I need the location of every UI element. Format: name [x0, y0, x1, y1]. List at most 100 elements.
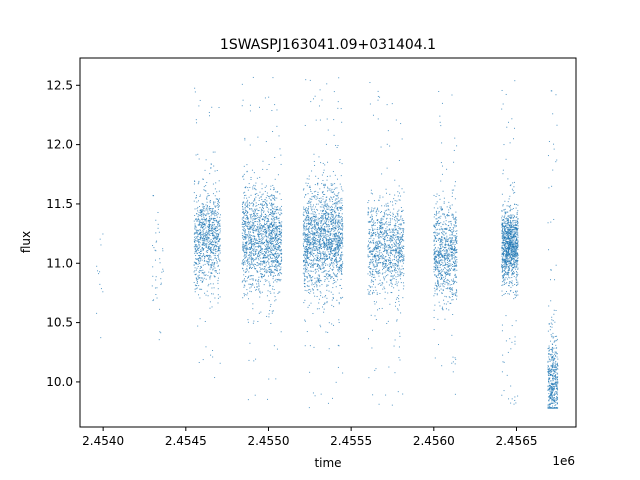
- data-point: [309, 244, 311, 246]
- data-point: [196, 122, 198, 124]
- data-point: [245, 260, 247, 262]
- data-point: [314, 164, 316, 166]
- data-point: [253, 212, 255, 214]
- data-point: [332, 268, 334, 270]
- data-point: [209, 245, 211, 247]
- data-point: [255, 257, 257, 259]
- data-point: [374, 228, 376, 230]
- data-point: [219, 259, 221, 261]
- data-point: [255, 241, 257, 243]
- data-point: [330, 218, 332, 220]
- data-point: [250, 283, 252, 285]
- data-point: [390, 240, 392, 242]
- data-point: [323, 242, 325, 244]
- data-point: [305, 220, 307, 222]
- data-point: [214, 218, 216, 220]
- data-point: [323, 230, 325, 232]
- data-point: [266, 251, 268, 253]
- data-point: [331, 260, 333, 262]
- data-point: [274, 222, 276, 224]
- data-point: [400, 195, 402, 197]
- data-point: [385, 255, 387, 257]
- data-point: [335, 251, 337, 253]
- data-point: [330, 217, 332, 219]
- data-point: [276, 255, 278, 257]
- data-point: [274, 227, 276, 229]
- data-point: [276, 191, 278, 193]
- data-point: [278, 247, 280, 249]
- data-point: [197, 210, 199, 212]
- data-point: [376, 219, 378, 221]
- data-point: [326, 249, 328, 251]
- data-point: [246, 215, 248, 217]
- data-point: [254, 185, 256, 187]
- data-point: [201, 224, 203, 226]
- data-point: [318, 270, 320, 272]
- data-point: [271, 233, 273, 235]
- data-point: [307, 244, 309, 246]
- data-point: [261, 261, 263, 263]
- data-point: [318, 247, 320, 249]
- data-point: [278, 255, 280, 257]
- data-point: [155, 241, 157, 243]
- data-point: [245, 225, 247, 227]
- data-point: [266, 207, 268, 209]
- data-point: [209, 226, 211, 228]
- data-point: [208, 228, 210, 230]
- data-point: [367, 254, 369, 256]
- data-point: [305, 219, 307, 221]
- data-point: [261, 194, 263, 196]
- data-point: [278, 278, 280, 280]
- data-point: [332, 241, 334, 243]
- data-point: [313, 346, 315, 348]
- data-point: [317, 279, 319, 281]
- data-point: [277, 218, 279, 220]
- data-point: [271, 265, 273, 267]
- data-point: [321, 261, 323, 263]
- data-point: [303, 214, 305, 216]
- data-point: [247, 248, 249, 250]
- data-point: [281, 259, 283, 261]
- data-point: [202, 238, 204, 240]
- data-point: [196, 285, 198, 287]
- data-point: [386, 264, 388, 266]
- data-point: [369, 217, 371, 218]
- data-point: [204, 223, 206, 225]
- data-point: [279, 228, 281, 230]
- data-point: [254, 220, 256, 222]
- data-point: [213, 264, 215, 266]
- data-point: [267, 219, 269, 221]
- data-point: [311, 280, 313, 282]
- data-point: [392, 263, 394, 265]
- data-point: [246, 225, 248, 227]
- data-point: [256, 193, 258, 195]
- data-point: [245, 186, 247, 188]
- data-point: [243, 226, 245, 228]
- data-point: [332, 183, 334, 185]
- data-point: [270, 226, 272, 228]
- data-point: [323, 183, 325, 185]
- data-point: [216, 191, 218, 193]
- data-point: [241, 205, 243, 207]
- data-point: [380, 244, 382, 246]
- data-point: [399, 273, 401, 275]
- data-point: [252, 283, 254, 285]
- data-point: [372, 250, 374, 252]
- data-point: [243, 192, 245, 194]
- data-point: [322, 210, 324, 212]
- data-point: [332, 214, 334, 216]
- data-point: [258, 232, 260, 234]
- data-point: [250, 275, 252, 277]
- data-point: [324, 184, 326, 186]
- data-point: [273, 196, 275, 198]
- data-point: [308, 222, 310, 224]
- data-point: [307, 210, 309, 212]
- data-point: [268, 226, 270, 228]
- data-point: [317, 280, 319, 282]
- data-point: [378, 270, 380, 272]
- data-point: [306, 241, 308, 243]
- data-point: [206, 242, 208, 244]
- data-point: [315, 119, 317, 121]
- data-point: [386, 217, 388, 219]
